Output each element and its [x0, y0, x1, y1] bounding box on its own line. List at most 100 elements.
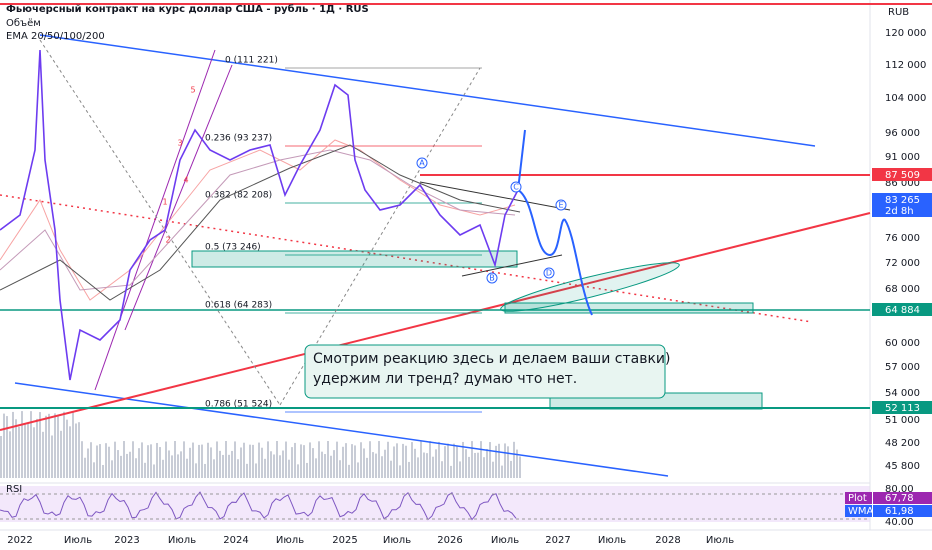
- time-label: Июль: [383, 535, 411, 546]
- volume-bar: [213, 459, 215, 478]
- volume-bar: [441, 461, 443, 478]
- volume-bar: [480, 441, 482, 478]
- volume-bar: [171, 455, 173, 478]
- price-tick: 104 000: [885, 93, 926, 104]
- wave-circle: [416, 157, 428, 169]
- rsi-name-tag: [845, 492, 872, 504]
- volume-bar: [375, 453, 377, 478]
- volume-bar: [360, 442, 362, 478]
- rsi-value: 61,98: [885, 506, 914, 517]
- ema: [0, 139, 516, 301]
- volume-bar: [174, 441, 176, 478]
- volume-bar: [282, 450, 284, 478]
- wave-label: 3: [177, 139, 182, 148]
- volume-bar: [387, 441, 389, 478]
- volume-bar: [69, 426, 71, 478]
- volume-bar: [240, 447, 242, 478]
- time-label: 2023: [114, 535, 139, 546]
- volume-bar: [399, 465, 401, 478]
- volume-bar: [195, 463, 197, 478]
- volume-bar: [105, 443, 107, 478]
- rsi-value-tag: [873, 492, 932, 504]
- volume-bar: [297, 464, 299, 478]
- volume-bar: [285, 441, 287, 478]
- volume-bar: [447, 443, 449, 478]
- volume-bar: [45, 415, 47, 478]
- zone: [191, 250, 518, 268]
- price-tick: 60 000: [885, 338, 920, 349]
- volume-bar: [468, 456, 470, 478]
- price-tick: 45 800: [885, 461, 920, 472]
- main-pane: [0, 0, 870, 480]
- volume-bar: [210, 447, 212, 478]
- wave-label: A: [419, 159, 425, 168]
- volume-bar: [261, 447, 263, 478]
- volume-bar: [123, 441, 125, 478]
- volume-label: Объём: [6, 18, 41, 29]
- volume-bar: [243, 442, 245, 478]
- wave-circle: [555, 199, 567, 211]
- volume-bar: [252, 444, 254, 478]
- volume-bar: [234, 441, 236, 478]
- price-tick: 76 000: [885, 233, 920, 244]
- volume-bar: [198, 444, 200, 478]
- channel-top: [39, 34, 816, 147]
- time-label: 2027: [545, 535, 570, 546]
- purple-channel: [94, 49, 216, 391]
- volume-bar: [372, 452, 374, 478]
- volume-bar: [51, 435, 53, 478]
- volume-bar: [81, 441, 83, 478]
- volume-bar: [165, 441, 167, 478]
- volume-bar: [135, 458, 137, 478]
- volume-bar: [18, 426, 20, 478]
- time-label: Июль: [491, 535, 519, 546]
- volume-bar: [93, 462, 95, 478]
- price-tick: 57 000: [885, 362, 920, 373]
- volume-bar: [60, 430, 62, 478]
- volume-bar: [75, 423, 77, 478]
- volume-bar: [99, 444, 101, 478]
- volume-bar: [348, 464, 350, 478]
- volume-bar: [117, 450, 119, 478]
- volume-bar: [288, 459, 290, 478]
- volume-bar: [384, 449, 386, 478]
- wave-label: 2: [165, 236, 170, 245]
- volume-bar: [27, 422, 29, 478]
- volume-bar: [276, 441, 278, 478]
- fib-label: 0.382 (82 208): [205, 191, 272, 201]
- volume-bar: [345, 443, 347, 478]
- volume-bar: [309, 442, 311, 478]
- volume-bar: [144, 462, 146, 478]
- volume-bar: [303, 445, 305, 478]
- wave-label: D: [546, 269, 552, 278]
- volume-bar: [225, 441, 227, 478]
- volume-bar: [231, 450, 233, 478]
- wave-circle: [543, 267, 555, 279]
- volume-bar: [402, 443, 404, 478]
- price-tick: 112 000: [885, 60, 926, 71]
- ellipse-zone: [500, 262, 680, 312]
- price-tag-text: 83 265: [885, 195, 920, 206]
- price-tag: [872, 401, 932, 414]
- rsi-pane: [0, 486, 870, 522]
- volume-bar: [495, 445, 497, 478]
- wave-label: 4: [183, 176, 188, 185]
- volume-bar: [39, 412, 41, 478]
- volume-bar: [453, 443, 455, 478]
- volume-bar: [183, 441, 185, 478]
- volume-bar: [120, 455, 122, 478]
- volume-bar: [504, 443, 506, 478]
- volume-bar: [102, 464, 104, 478]
- volume-bar: [408, 461, 410, 478]
- volume-bar: [456, 446, 458, 478]
- volume-bar: [264, 458, 266, 478]
- time-label: Июль: [168, 535, 196, 546]
- volume-bar: [294, 442, 296, 478]
- volume-bar: [153, 464, 155, 478]
- volume-bar: [12, 411, 14, 478]
- volume-bar: [405, 445, 407, 478]
- time-label: Июль: [64, 535, 92, 546]
- volume-bar: [321, 451, 323, 478]
- fib-diagonal: [39, 39, 281, 406]
- volume-bar: [435, 449, 437, 478]
